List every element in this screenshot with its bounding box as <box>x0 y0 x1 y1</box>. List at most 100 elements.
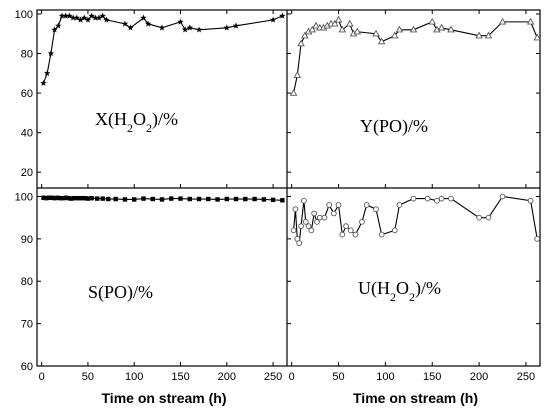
point-X-22 <box>158 24 166 31</box>
point-S-35 <box>243 196 248 202</box>
point-X-6 <box>62 12 69 19</box>
point-Y-26 <box>475 31 483 39</box>
point-X-3 <box>51 26 58 33</box>
point-Y-28 <box>498 17 507 25</box>
point-Y-2 <box>297 39 305 47</box>
point-Y-11 <box>331 19 339 27</box>
point-S-28 <box>178 196 183 201</box>
x-tick-label-1-150: 150 <box>423 371 441 383</box>
point-U-23 <box>378 231 385 238</box>
panel-label-U: U(H2O2)/% <box>358 278 441 304</box>
x-tick-label-1-50: 50 <box>332 371 344 383</box>
point-X-11 <box>80 14 88 21</box>
x-tick-label-0-200: 200 <box>218 371 236 383</box>
point-X-12 <box>84 16 92 23</box>
point-U-17 <box>343 223 349 229</box>
point-Y-24 <box>437 23 446 31</box>
point-S-2 <box>46 195 52 200</box>
point-S-21 <box>113 196 118 202</box>
y-tick-label-top-80: 80 <box>21 49 33 61</box>
point-U-12 <box>321 214 328 221</box>
y-tick-label-bottom-100: 100 <box>15 191 33 203</box>
point-U-20 <box>359 219 365 225</box>
point-U-0 <box>290 227 297 234</box>
point-X-29 <box>269 16 277 23</box>
point-S-18 <box>94 196 100 201</box>
point-U-24 <box>391 227 398 234</box>
point-X-13 <box>88 12 95 19</box>
point-Y-5 <box>308 25 317 33</box>
point-X-17 <box>103 16 110 23</box>
point-Y-1 <box>293 71 302 78</box>
point-S-17 <box>89 195 94 201</box>
point-X-9 <box>73 14 81 21</box>
point-U-16 <box>339 231 346 238</box>
point-Y-13 <box>338 25 347 33</box>
point-U-7 <box>305 223 312 229</box>
point-X-7 <box>66 12 73 19</box>
point-U-6 <box>302 219 309 225</box>
point-S-32 <box>215 197 220 202</box>
y-tick-label-top-100: 100 <box>15 9 33 21</box>
point-S-3 <box>49 195 55 200</box>
point-U-8 <box>308 227 315 234</box>
point-U-5 <box>301 197 307 204</box>
point-U-18 <box>347 227 354 234</box>
point-S-1 <box>44 195 49 201</box>
point-U-28 <box>434 197 440 204</box>
point-U-29 <box>438 195 445 202</box>
point-S-27 <box>169 196 174 201</box>
point-S-8 <box>63 195 68 200</box>
point-U-11 <box>316 214 323 221</box>
point-X-18 <box>121 20 129 27</box>
x-tick-label-0-50: 50 <box>82 371 94 383</box>
point-S-20 <box>106 196 111 202</box>
point-S-37 <box>261 197 267 202</box>
point-X-4 <box>55 22 62 29</box>
point-X-28 <box>232 22 240 29</box>
point-S-30 <box>196 196 202 202</box>
x-axis-title-1: Time on stream (h) <box>353 390 478 406</box>
point-Y-25 <box>447 25 455 33</box>
x-tick-label-0-250: 250 <box>264 371 282 383</box>
point-S-25 <box>150 196 155 202</box>
point-S-22 <box>122 197 128 202</box>
point-S-23 <box>132 197 137 202</box>
point-S-39 <box>280 198 285 203</box>
point-X-0 <box>40 79 47 86</box>
point-X-19 <box>127 24 134 31</box>
y-tick-label-bottom-90: 90 <box>21 234 33 246</box>
point-U-4 <box>298 223 304 229</box>
x-axis-title-0: Time on stream (h) <box>102 390 227 406</box>
point-Y-18 <box>377 37 386 45</box>
point-Y-30 <box>533 33 541 41</box>
point-S-36 <box>252 196 257 202</box>
point-Y-16 <box>353 27 362 35</box>
point-U-14 <box>331 210 337 217</box>
point-Y-6 <box>312 21 320 29</box>
point-Y-21 <box>409 25 418 33</box>
point-S-12 <box>74 195 80 201</box>
point-Y-3 <box>301 31 309 39</box>
series-X <box>40 12 286 86</box>
series-S <box>41 195 285 203</box>
point-S-24 <box>141 196 146 201</box>
point-X-23 <box>177 18 184 25</box>
point-S-4 <box>52 195 57 201</box>
point-X-8 <box>69 14 77 21</box>
point-X-16 <box>99 12 106 19</box>
point-U-33 <box>499 193 506 200</box>
y-tick-label-top-40: 40 <box>21 128 33 140</box>
point-U-25 <box>396 202 403 208</box>
point-U-13 <box>326 202 333 208</box>
point-S-16 <box>85 196 91 201</box>
x-tick-label-1-100: 100 <box>376 371 394 383</box>
point-S-19 <box>100 196 105 201</box>
point-X-20 <box>140 14 147 21</box>
point-S-26 <box>159 197 165 202</box>
x-tick-label-0-150: 150 <box>171 371 189 383</box>
point-Y-12 <box>334 15 343 23</box>
point-Y-29 <box>526 17 535 25</box>
x-tick-label-1-0: 0 <box>289 371 295 383</box>
